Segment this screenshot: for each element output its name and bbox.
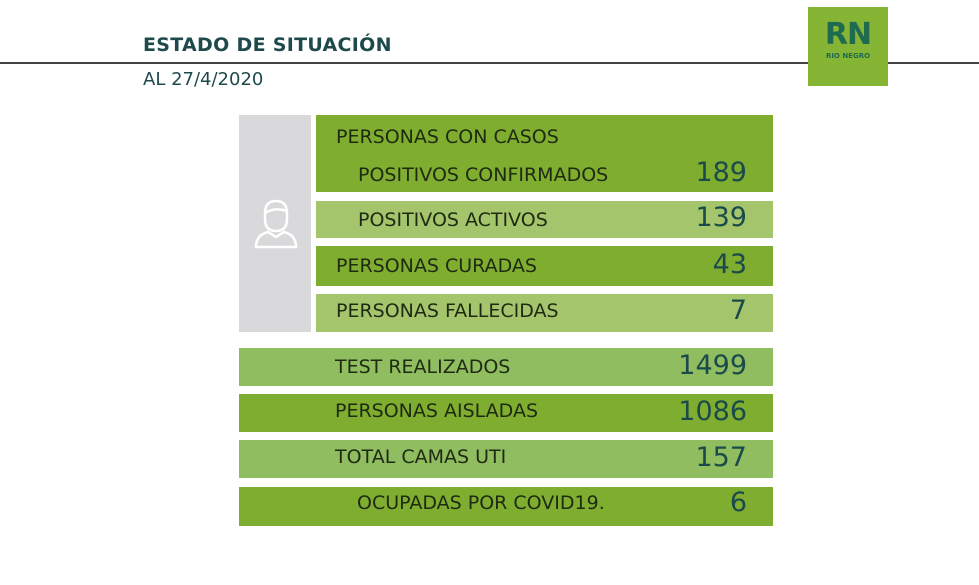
- row-label: PERSONAS CURADAS: [336, 255, 537, 277]
- deceased-row: PERSONAS FALLECIDAS 7: [316, 294, 773, 332]
- recovered-row: PERSONAS CURADAS 43: [316, 246, 773, 286]
- cases-heading: PERSONAS CON CASOS: [336, 126, 559, 148]
- row-label: POSITIVOS CONFIRMADOS: [358, 164, 609, 186]
- persons-panel: [239, 115, 311, 332]
- row-value: 6: [729, 487, 747, 518]
- row-value: 189: [695, 157, 747, 188]
- row-value: 139: [695, 202, 747, 233]
- row-label: OCUPADAS POR COVID19.: [357, 492, 605, 514]
- tests-row: TEST REALIZADOS 1499: [239, 348, 773, 386]
- divider: [0, 62, 979, 64]
- page-title: ESTADO DE SITUACIÓN: [143, 34, 392, 56]
- row-value: 157: [695, 442, 747, 473]
- report-date: AL 27/4/2020: [143, 69, 264, 90]
- row-label: PERSONAS FALLECIDAS: [336, 300, 559, 322]
- icu-beds-row: TOTAL CAMAS UTI 157: [239, 440, 773, 478]
- row-value: 1499: [678, 350, 747, 381]
- confirmed-cases-row: PERSONAS CON CASOS POSITIVOS CONFIRMADOS…: [316, 115, 773, 192]
- active-cases-row: POSITIVOS ACTIVOS 139: [316, 201, 773, 238]
- row-label: POSITIVOS ACTIVOS: [358, 209, 548, 231]
- row-label: TEST REALIZADOS: [335, 356, 511, 378]
- logo-mark: RN: [824, 17, 872, 52]
- isolated-row: PERSONAS AISLADAS 1086: [239, 394, 773, 432]
- logo-name: RIO NEGRO: [825, 52, 871, 60]
- row-label: PERSONAS AISLADAS: [335, 400, 539, 422]
- covid-occupied-row: OCUPADAS POR COVID19. 6: [239, 487, 773, 526]
- rio-negro-logo: RN RIO NEGRO: [808, 7, 888, 86]
- row-value: 1086: [678, 396, 747, 427]
- row-value: 7: [729, 295, 747, 326]
- user-icon: [254, 199, 298, 249]
- row-label: TOTAL CAMAS UTI: [335, 446, 507, 468]
- row-value: 43: [712, 249, 747, 280]
